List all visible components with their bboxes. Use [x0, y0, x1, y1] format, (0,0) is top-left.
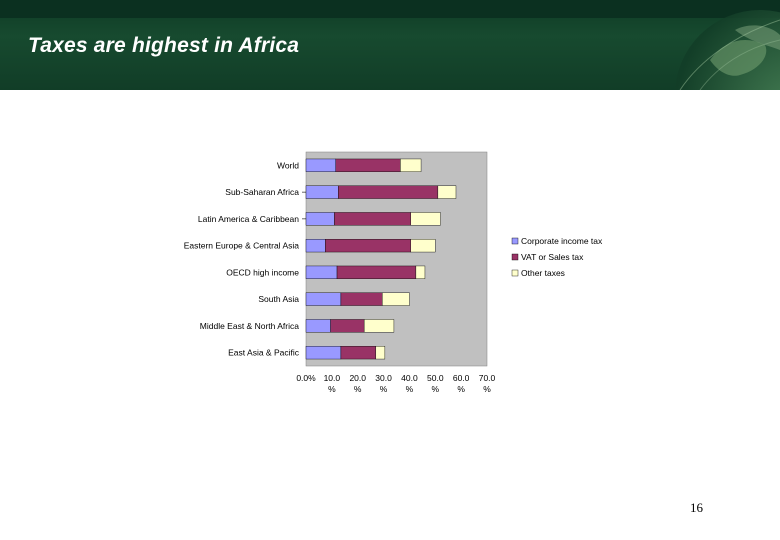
category-label: Middle East & North Africa	[200, 321, 299, 331]
slide-title: Taxes are highest in Africa	[28, 34, 300, 57]
legend-label-0: Corporate income tax	[521, 236, 603, 246]
bar-1-series-2	[437, 185, 457, 199]
bar-6-series-1	[330, 319, 365, 333]
bar-0-series-1	[335, 158, 401, 172]
bar-4-series-0	[305, 265, 338, 279]
bar-4-series-2	[415, 265, 426, 279]
legend-label-2: Other taxes	[521, 268, 565, 278]
bar-3-series-1	[325, 239, 411, 253]
category-label: Eastern Europe & Central Asia	[184, 241, 300, 251]
bar-5-series-0	[305, 292, 342, 306]
bar-0-series-0	[305, 158, 336, 172]
x-tick-label: 40.0%	[401, 373, 418, 394]
x-tick-label: 70.0%	[479, 373, 496, 394]
legend-swatch-0	[511, 237, 519, 245]
plot-area	[305, 151, 488, 367]
page-number: 16	[690, 500, 703, 515]
category-label: South Asia	[258, 294, 299, 304]
bar-0-series-2	[400, 158, 422, 172]
category-label: World	[277, 160, 299, 170]
bar-3-series-2	[410, 239, 436, 253]
legend-swatch-1	[511, 253, 519, 261]
banner-top-strip	[0, 0, 780, 18]
bar-1-series-1	[338, 185, 439, 199]
bar-2-series-1	[334, 212, 411, 226]
x-tick-label: 0.0%	[296, 373, 316, 383]
bar-5-series-2	[382, 292, 410, 306]
x-tick-label: 50.0%	[427, 373, 444, 394]
x-tick-label: 60.0%	[453, 373, 470, 394]
bar-2-series-0	[305, 212, 335, 226]
x-tick-label: 10.0%	[324, 373, 341, 394]
bar-7-series-0	[305, 346, 342, 360]
legend-label-1: VAT or Sales tax	[521, 252, 584, 262]
x-tick-label: 20.0%	[349, 373, 366, 394]
bar-7-series-2	[375, 346, 386, 360]
x-tick-label: 30.0%	[375, 373, 392, 394]
header-banner: Taxes are highest in Africa	[0, 0, 780, 90]
category-label: East Asia & Pacific	[228, 348, 300, 358]
legend-swatch-2	[511, 269, 519, 277]
bar-2-series-2	[410, 212, 441, 226]
bar-7-series-1	[340, 346, 377, 360]
category-label: Latin America & Caribbean	[198, 214, 299, 224]
bar-3-series-0	[305, 239, 326, 253]
globe-decoration-icon	[675, 10, 780, 90]
category-label: OECD high income	[226, 267, 299, 277]
bar-6-series-0	[305, 319, 331, 333]
bar-1-series-0	[305, 185, 339, 199]
bar-6-series-2	[363, 319, 395, 333]
category-label: Sub-Saharan Africa	[225, 187, 299, 197]
bar-5-series-1	[340, 292, 383, 306]
bar-4-series-1	[336, 265, 417, 279]
